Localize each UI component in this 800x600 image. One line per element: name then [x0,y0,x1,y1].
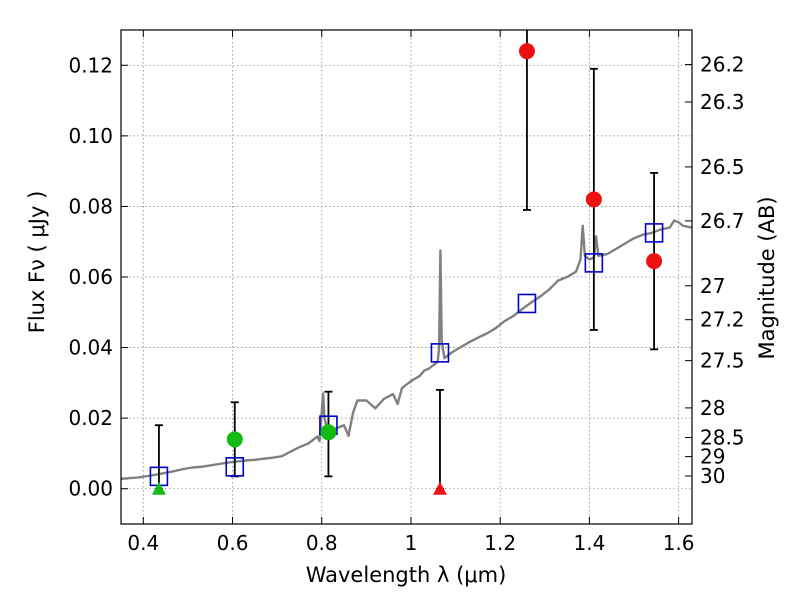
y-axis-label: Flux Fν ( μJy ) [25,191,49,334]
mag-tick-label: 28 [700,396,725,420]
x-tick-label: 0.6 [217,531,249,555]
x-axis-label: Wavelength λ (μm) [306,563,507,587]
mag-tick-label: 28.5 [700,426,745,450]
errorbar-layer [154,30,659,490]
spectrum-layer [121,219,692,480]
mag-tick-label: 29 [700,445,725,469]
mag-tick-label: 27.5 [700,349,745,373]
mag-tick-label: 26.7 [700,209,745,233]
mag-tick-label: 26.3 [700,90,745,114]
y-tick-label: 0.08 [68,194,113,218]
green-upper-limit-triangle [151,481,166,495]
x-tick-label: 1.2 [484,531,516,555]
x-tick-label: 1.4 [573,531,605,555]
green-data-point [320,424,337,441]
x-tick-label: 0.8 [306,531,338,555]
y2-axis-label: Magnitude (AB) [755,196,779,359]
mag-tick-label: 26.5 [700,155,745,179]
y-tick-label: 0.00 [68,477,113,501]
x-tick-label: 1.6 [663,531,695,555]
red-data-point [585,191,602,208]
red-data-point [646,253,663,270]
mag-tick-label: 27 [700,274,725,298]
y-tick-label: 0.04 [68,336,113,360]
model-photometry-square [430,343,450,363]
model-photometry-square [644,223,664,243]
y-tick-label: 0.06 [68,265,113,289]
model-photometry-square [225,457,245,477]
mag-tick-label: 26.2 [700,53,745,77]
axis-layer: 0.4 0.6 0.8 1 1.2 1.4 1.6 0.00 0.02 0.04 0.06 0.08 0… [68,30,745,555]
model-photometry-square [517,293,537,314]
x-tick-label: 1 [405,531,418,555]
model-photometry-square [584,253,604,273]
y-tick-label: 0.12 [68,53,113,77]
y-tick-label: 0.10 [68,124,113,148]
green-data-point [226,431,243,448]
y-tick-label: 0.02 [68,406,113,430]
red-data-point [518,43,535,60]
x-tick-label: 0.4 [127,531,159,555]
grid-layer [121,30,692,524]
marker-layer [149,43,664,495]
spectrum-line [121,219,692,480]
mag-tick-label: 30 [700,464,725,488]
red-upper-limit-triangle [432,481,447,495]
mag-tick-label: 27.2 [700,308,745,332]
